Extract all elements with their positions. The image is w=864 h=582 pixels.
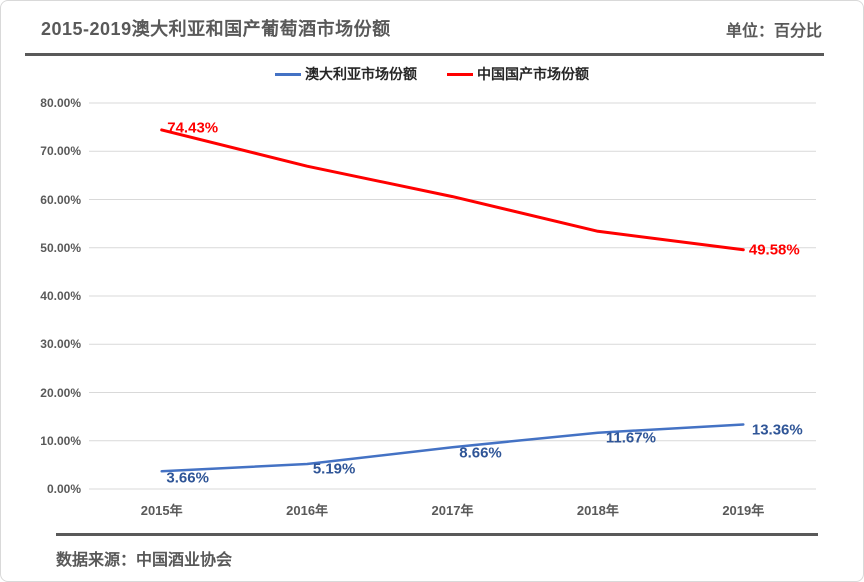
chart-title: 2015-2019澳大利亚和国产葡萄酒市场份额 [41,19,391,39]
legend-swatch-australia-market-share [275,72,301,76]
series-line-china-domestic-market-share [160,128,745,252]
y-axis-tick: 70.00% [40,144,81,159]
data-label-australia-market-share: 5.19% [312,460,356,478]
y-axis-tick: 20.00% [40,385,81,400]
x-axis-tick: 2017年 [431,503,474,518]
title-separator [25,53,824,56]
y-axis-tick: 10.00% [40,433,81,448]
chart-legend: 澳大利亚市场份额 中国国产市场份额 [1,64,863,84]
footer-separator [56,533,818,536]
legend-item-australia-market-share: 澳大利亚市场份额 [275,64,417,84]
data-label-australia-market-share: 8.66% [459,444,502,462]
y-axis-tick: 50.00% [40,240,81,255]
y-axis-tick: 80.00% [40,96,81,110]
x-axis-tick: 2019年 [722,503,765,518]
data-label-china-domestic-market-share: 74.43% [167,119,219,137]
data-label-australia-market-share: 11.67% [605,429,656,447]
x-axis-tick: 2016年 [286,503,329,518]
data-label-china-domestic-market-share: 49.58% [748,241,800,259]
legend-label: 中国国产市场份额 [477,66,589,82]
x-axis-tick: 2018年 [576,503,619,518]
y-axis-tick: 30.00% [40,337,81,352]
data-source-label: 数据来源：中国酒业协会 [56,552,233,569]
unit-label: 单位：百分比 [725,23,822,40]
y-axis-tick: 0.00% [46,482,81,496]
x-axis-tick: 2015年 [140,503,183,518]
data-label-australia-market-share: 3.66% [166,469,209,487]
y-axis-tick: 60.00% [40,192,81,207]
legend-label: 澳大利亚市场份额 [305,66,417,82]
series-line-australia-market-share [160,423,745,473]
legend-swatch-china-domestic-market-share [447,72,473,76]
legend-item-china-domestic-market-share: 中国国产市场份额 [447,64,589,84]
y-axis-tick: 40.00% [40,289,81,303]
data-label-australia-market-share: 13.36% [751,421,803,439]
